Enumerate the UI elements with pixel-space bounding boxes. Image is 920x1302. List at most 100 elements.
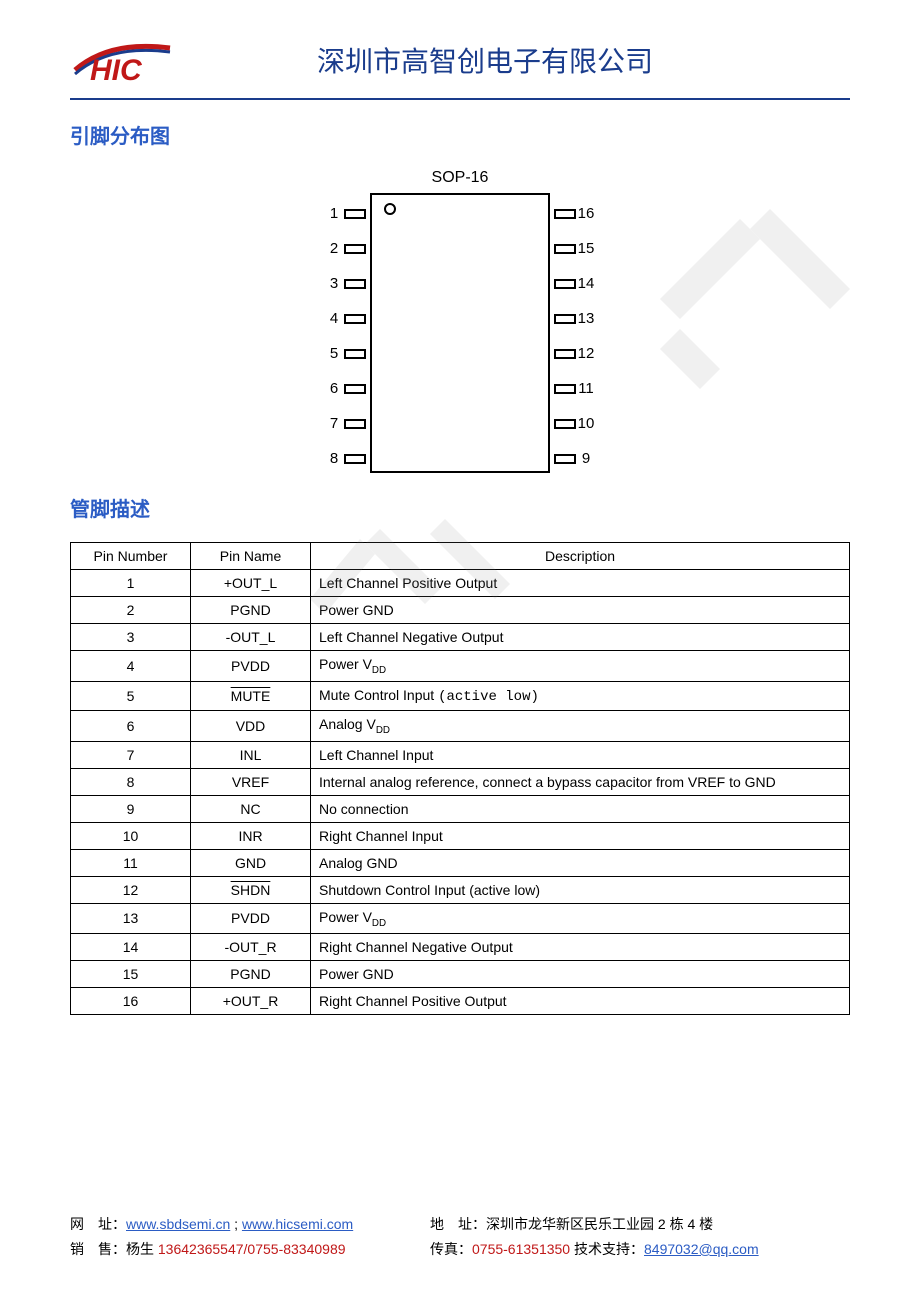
table-row: 7INLLeft Channel Input — [71, 741, 850, 768]
cell-pin-name: INL — [191, 741, 311, 768]
pin-num: 7 — [324, 415, 344, 432]
cell-pin-num: 16 — [71, 988, 191, 1015]
cell-pin-name: +OUT_R — [191, 988, 311, 1015]
pin-stub — [344, 419, 366, 429]
pin-stub — [344, 384, 366, 394]
cell-pin-num: 14 — [71, 934, 191, 961]
cell-pin-name: PVDD — [191, 903, 311, 934]
pin-1: 1 — [324, 205, 366, 222]
pin-num: 6 — [324, 380, 344, 397]
table-row: 16+OUT_RRight Channel Positive Output — [71, 988, 850, 1015]
cell-pin-name: +OUT_L — [191, 570, 311, 597]
cell-pin-desc: Power VDD — [311, 651, 850, 682]
cell-pin-name: SHDN — [191, 876, 311, 903]
table-row: 5MUTEMute Control Input (active low) — [71, 681, 850, 710]
footer-addr-label: 地址： — [430, 1216, 486, 1232]
pin-4: 4 — [324, 310, 366, 327]
pin-stub — [344, 349, 366, 359]
table-row: 14-OUT_RRight Channel Negative Output — [71, 934, 850, 961]
cell-pin-desc: Right Channel Input — [311, 822, 850, 849]
cell-pin-num: 5 — [71, 681, 191, 710]
footer-tech-email[interactable]: 8497032@qq.com — [644, 1241, 759, 1257]
cell-pin-desc: Analog GND — [311, 849, 850, 876]
cell-pin-name: INR — [191, 822, 311, 849]
pin-10: 10 — [554, 415, 596, 432]
cell-pin-num: 4 — [71, 651, 191, 682]
watermark-icon — [620, 159, 880, 419]
cell-pin-num: 13 — [71, 903, 191, 934]
col-header-desc: Description — [311, 543, 850, 570]
cell-pin-num: 8 — [71, 768, 191, 795]
pin-8: 8 — [324, 450, 366, 467]
cell-pin-num: 11 — [71, 849, 191, 876]
pin-num: 10 — [576, 415, 596, 432]
footer-sales-name: 杨生 — [126, 1241, 158, 1257]
pin-stub — [344, 244, 366, 254]
table-row: 13PVDDPower VDD — [71, 903, 850, 934]
cell-pin-num: 6 — [71, 710, 191, 741]
footer-fax-tech: 传真：0755-61351350 技术支持：8497032@qq.com — [430, 1237, 850, 1262]
cell-pin-name: NC — [191, 795, 311, 822]
pin-num: 9 — [576, 450, 596, 467]
pin-9: 9 — [554, 450, 596, 467]
pin-15: 15 — [554, 240, 596, 257]
cell-pin-name: -OUT_R — [191, 934, 311, 961]
table-row: 8VREFInternal analog reference, connect … — [71, 768, 850, 795]
pin-num: 8 — [324, 450, 344, 467]
footer-web-label: 网址： — [70, 1216, 126, 1232]
footer-tech-label: 技术支持： — [570, 1241, 644, 1257]
cell-pin-name: PGND — [191, 597, 311, 624]
company-name: 深圳市高智创电子有限公司 — [180, 40, 850, 80]
logo: HIC — [70, 30, 180, 90]
footer-address: 地址：深圳市龙华新区民乐工业园 2 栋 4 楼 — [430, 1212, 850, 1237]
cell-pin-desc: Mute Control Input (active low) — [311, 681, 850, 710]
cell-pin-num: 2 — [71, 597, 191, 624]
pin1-notch — [384, 203, 396, 215]
pin-6: 6 — [324, 380, 366, 397]
cell-pin-name: PGND — [191, 961, 311, 988]
cell-pin-desc: Internal analog reference, connect a byp… — [311, 768, 850, 795]
pin-12: 12 — [554, 345, 596, 362]
cell-pin-name: -OUT_L — [191, 624, 311, 651]
footer-link-sbdsemi[interactable]: www.sbdsemi.cn — [126, 1216, 230, 1232]
pin-stub — [554, 419, 576, 429]
table-row: 11GNDAnalog GND — [71, 849, 850, 876]
cell-pin-name: PVDD — [191, 651, 311, 682]
cell-pin-desc: Left Channel Negative Output — [311, 624, 850, 651]
footer-addr-value: 深圳市龙华新区民乐工业园 2 栋 4 楼 — [486, 1216, 713, 1232]
pin-num: 11 — [576, 380, 596, 397]
pin-3: 3 — [324, 275, 366, 292]
table-row: 4PVDDPower VDD — [71, 651, 850, 682]
cell-pin-num: 3 — [71, 624, 191, 651]
table-row: 3-OUT_LLeft Channel Negative Output — [71, 624, 850, 651]
footer-link-hicsemi[interactable]: www.hicsemi.com — [242, 1216, 353, 1232]
cell-pin-name: MUTE — [191, 681, 311, 710]
pin-num: 15 — [576, 240, 596, 257]
pin-stub — [554, 454, 576, 464]
cell-pin-num: 10 — [71, 822, 191, 849]
pin-num: 14 — [576, 275, 596, 292]
cell-pin-desc: Right Channel Negative Output — [311, 934, 850, 961]
pin-num: 2 — [324, 240, 344, 257]
table-row: 12SHDNShutdown Control Input (active low… — [71, 876, 850, 903]
col-header-name: Pin Name — [191, 543, 311, 570]
cell-pin-desc: Left Channel Input — [311, 741, 850, 768]
pin-stub — [554, 314, 576, 324]
footer-sales: 销售：杨生 13642365547/0755-83340989 — [70, 1237, 430, 1262]
table-row: 6VDDAnalog VDD — [71, 710, 850, 741]
cell-pin-desc: Analog VDD — [311, 710, 850, 741]
pin-14: 14 — [554, 275, 596, 292]
pinout-diagram: SOP-16 1 2 3 4 5 6 7 8 16 15 14 13 12 11… — [70, 169, 850, 473]
cell-pin-name: GND — [191, 849, 311, 876]
pin-11: 11 — [554, 380, 596, 397]
page-header: HIC 深圳市高智创电子有限公司 — [70, 30, 850, 100]
chip-body: 1 2 3 4 5 6 7 8 16 15 14 13 12 11 10 9 — [370, 193, 550, 473]
pin-num: 12 — [576, 345, 596, 362]
pin-num: 3 — [324, 275, 344, 292]
pin-stub — [554, 209, 576, 219]
cell-pin-num: 1 — [71, 570, 191, 597]
pin-13: 13 — [554, 310, 596, 327]
pin-num: 5 — [324, 345, 344, 362]
footer-sales-label: 销售： — [70, 1241, 126, 1257]
cell-pin-name: VREF — [191, 768, 311, 795]
